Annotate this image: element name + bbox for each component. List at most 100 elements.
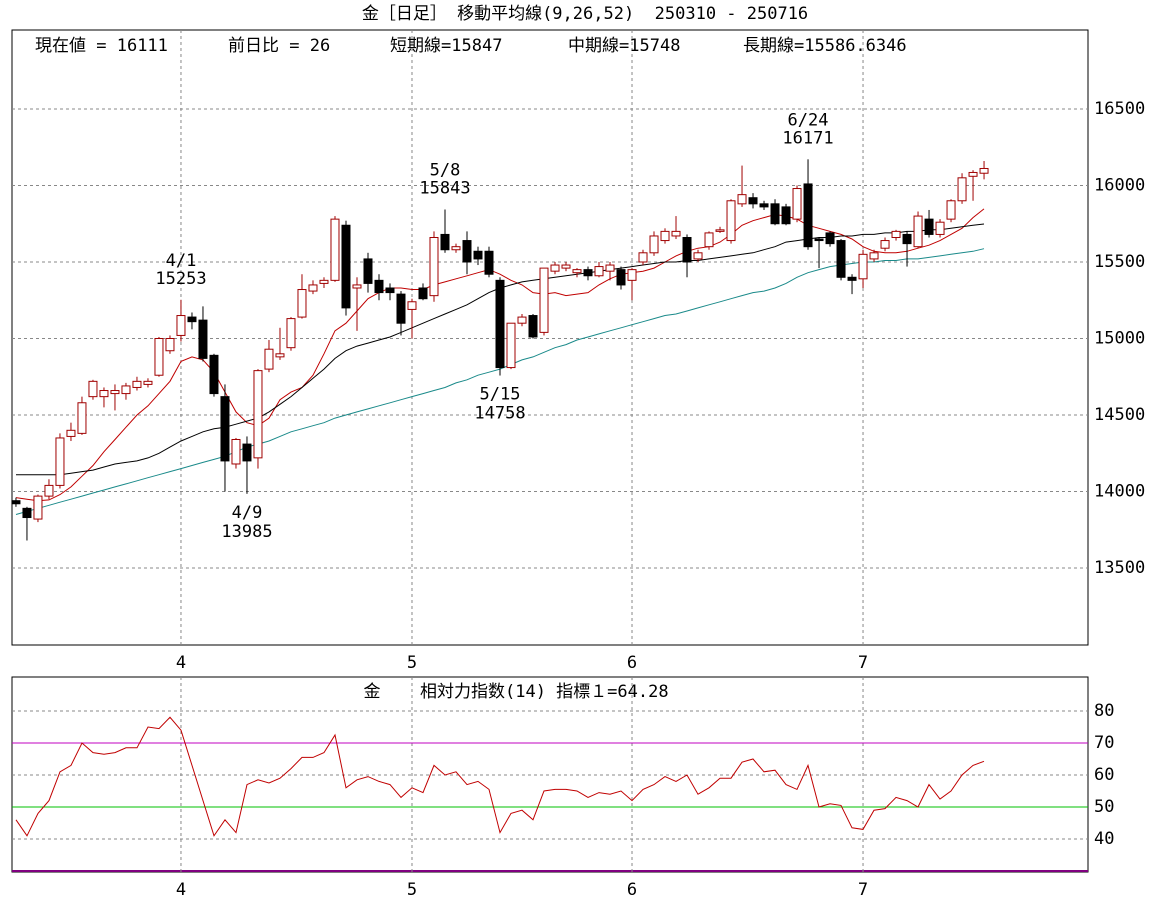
y-tick-label: 15500 [1094,252,1145,272]
candle-body [132,380,142,388]
candle-body [605,264,615,272]
candle-body [627,269,637,281]
candle-body [385,287,395,294]
candle-body [44,484,54,497]
candle-body [473,250,483,260]
candle-body [319,279,329,284]
candle-body [649,235,659,254]
candle-body [726,200,736,242]
x-tick-label: 7 [858,653,868,673]
y-tick-label: 15000 [1094,328,1145,348]
y-tick-label: 14500 [1094,405,1145,425]
candle-body [517,316,527,324]
indicator: 相対力指数(14) 指標１=64.28 [420,682,669,702]
y-tick-label: 70 [1094,733,1114,753]
annotation-date: 4/1 [166,251,197,271]
candle-body [946,200,956,220]
candle-body [33,495,43,520]
candle-body [429,236,439,297]
candle-body [352,284,362,289]
candle-body [253,370,263,459]
candle-body [165,337,175,352]
candle-body [22,507,32,519]
candle-body [858,253,868,280]
x-tick-label: 5 [407,653,417,673]
annotation-date: 4/9 [232,503,263,523]
candle-body [264,348,274,370]
annotation-value: 13985 [221,522,272,542]
y-tick-label: 13500 [1094,558,1145,578]
candle-body [594,266,604,277]
annotation-value: 14758 [474,404,525,424]
stat-label: 短期線= [390,36,451,56]
y-tick-label: 80 [1094,701,1114,721]
candle-body [924,218,934,235]
candle-body [143,380,153,385]
candle-body [803,183,813,248]
candle-body [396,293,406,324]
y-tick-label: 40 [1094,829,1114,849]
stat-value: 15586.6346 [804,36,906,56]
stat-value: 26 [310,36,330,56]
stat-value: 16111 [117,36,168,56]
candle-body [242,443,252,462]
candle-body [759,203,769,208]
candle-body [308,284,318,292]
candle-body [506,322,516,369]
rsi-line [15,716,985,837]
candle-body [55,437,65,486]
annotation-date: 5/15 [480,385,521,405]
y-tick-label: 60 [1094,765,1114,785]
candle-body [341,224,351,309]
candle-body [638,252,648,263]
stat: 前日比 = 26 [228,36,330,56]
candle-body [297,289,307,318]
x-tick-label: 5 [407,880,417,900]
candle-body [781,206,791,225]
candle-body [330,218,340,281]
moving-average [15,208,985,502]
stat-value: 15748 [629,36,680,56]
candle-body [737,194,747,205]
candle-body [847,276,857,281]
y-tick-label: 50 [1094,797,1114,817]
candle-body [869,252,879,260]
candle-body [121,385,131,395]
candle-body [154,337,164,376]
indicator-value: 64.28 [617,682,668,702]
candle-body [99,390,109,398]
annotation-date: 5/8 [430,160,461,180]
candle-body [418,287,428,300]
candle-body [451,246,461,251]
candle-body [825,232,835,245]
stat: 短期線=15847 [390,36,502,56]
candle-body [935,221,945,235]
x-tick-label: 6 [627,653,637,673]
panel-title: 金 [364,682,381,702]
candle-body [550,264,560,272]
candle-body [198,319,208,359]
main-panel [11,29,1089,646]
stat-label: 長期線= [743,36,804,56]
candle-body [77,402,87,434]
y-tick-label: 14000 [1094,482,1145,502]
candle-body [231,438,241,465]
stat-label: 現在値 = [35,36,117,56]
candle-body [704,232,714,248]
y-tick-label: 16000 [1094,175,1145,195]
candle-body [957,177,967,202]
stat: 中期線=15748 [568,36,680,56]
candle-body [583,269,593,277]
annotation-date: 6/24 [788,110,829,130]
candle-body [660,230,670,242]
candle-body [979,167,989,174]
x-tick-label: 6 [627,880,637,900]
y-tick-label: 16500 [1094,99,1145,119]
chart-title: 金［日足］ 移動平均線(9,26,52) 250310 - 250716 [362,4,808,24]
candle-body [671,230,681,237]
x-tick-label: 4 [176,653,186,673]
candle-body [528,315,538,338]
stat: 長期線=15586.6346 [743,36,907,56]
candle-body [187,316,197,323]
x-tick-label: 7 [858,880,868,900]
